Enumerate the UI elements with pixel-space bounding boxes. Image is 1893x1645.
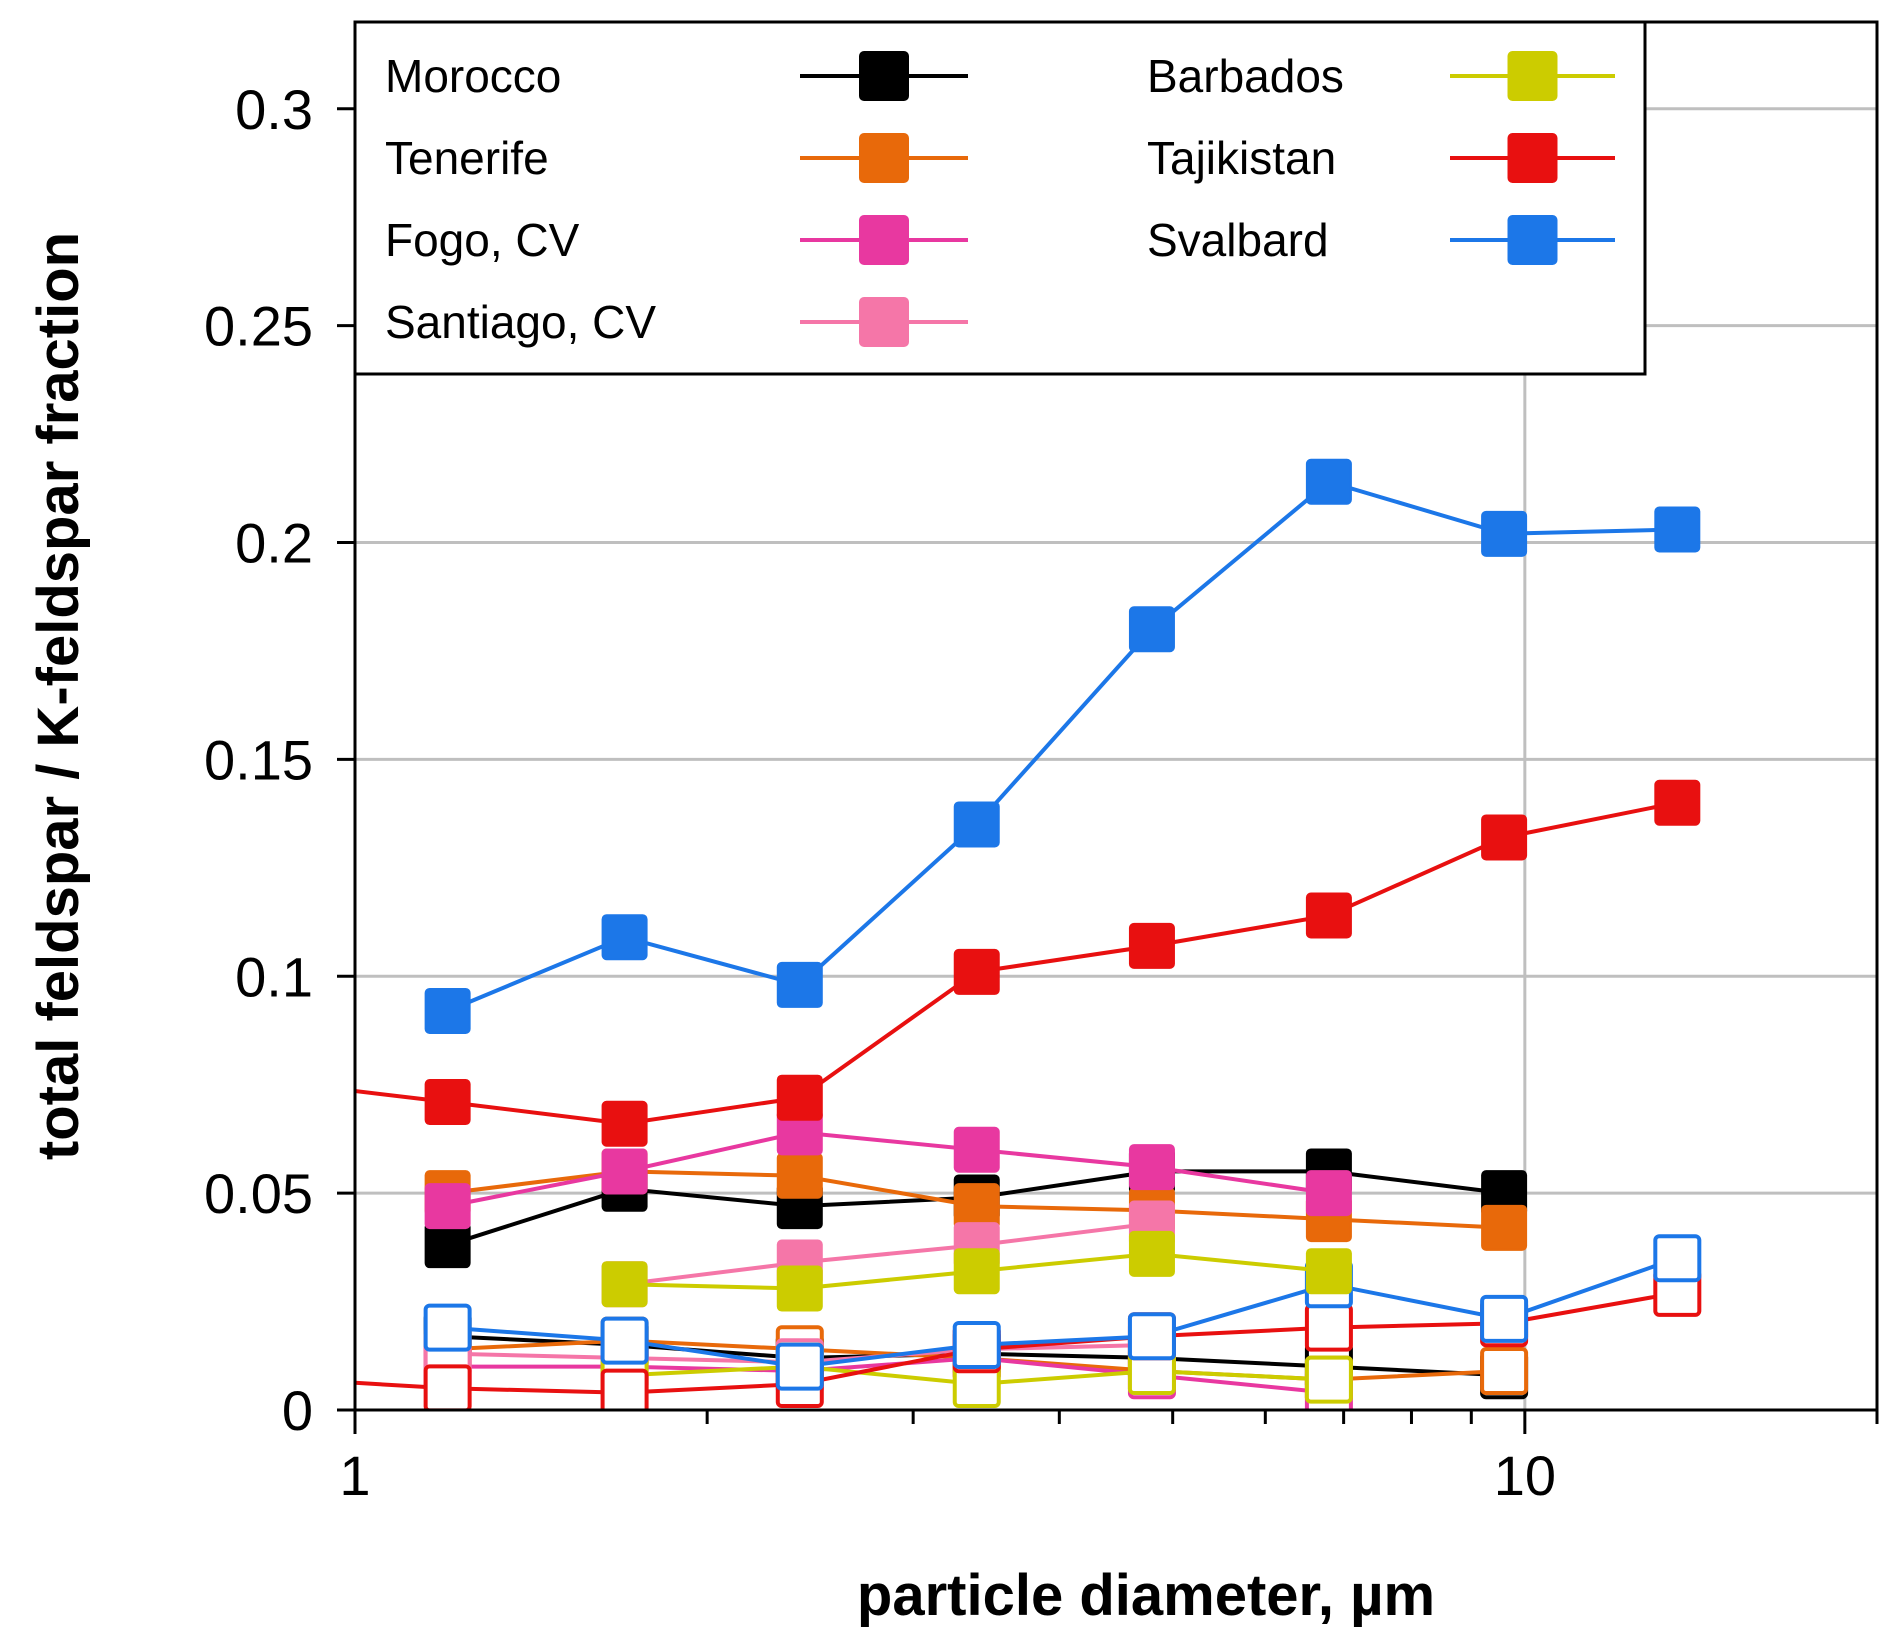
data-point bbox=[1481, 510, 1528, 557]
data-point-open bbox=[600, 1368, 649, 1410]
data-point-open bbox=[1653, 1234, 1702, 1283]
data-point bbox=[424, 1222, 471, 1269]
data-point bbox=[424, 1079, 471, 1126]
legend-label: Tenerife bbox=[385, 132, 549, 184]
data-point bbox=[776, 1265, 823, 1312]
legend-item: Morocco bbox=[385, 50, 968, 102]
legend-label: Svalbard bbox=[1147, 214, 1329, 266]
y-tick-label: 0.2 bbox=[235, 512, 313, 575]
data-point-open bbox=[1480, 1294, 1529, 1343]
data-point bbox=[1128, 1144, 1175, 1191]
total-series-4 bbox=[601, 1230, 1352, 1312]
legend-item: Barbados bbox=[1147, 50, 1615, 102]
data-point bbox=[953, 1183, 1000, 1230]
data-point bbox=[1481, 1204, 1528, 1251]
data-point bbox=[1128, 1230, 1175, 1277]
y-tick-label: 0 bbox=[282, 1379, 313, 1442]
data-point bbox=[601, 1100, 648, 1147]
legend-item: Tajikistan bbox=[1147, 132, 1615, 184]
total-series-5 bbox=[279, 779, 1701, 1147]
series-line bbox=[446, 479, 1678, 1013]
data-point bbox=[601, 1148, 648, 1195]
data-point bbox=[953, 1126, 1000, 1173]
x-tick-label: 10 bbox=[1494, 1444, 1556, 1507]
legend-marker bbox=[1507, 133, 1558, 183]
axes: 0 0.05 0.1 0.15 0.2 0.25 0.3 1 10 bbox=[204, 78, 1879, 1507]
legend-marker bbox=[1507, 51, 1558, 101]
series-layer bbox=[279, 458, 1702, 1410]
legend: Morocco Tenerife Fogo, CV Santiago, CV Barba… bbox=[353, 20, 1647, 376]
data-point bbox=[776, 1152, 823, 1199]
legend-item: Santiago, CV bbox=[385, 296, 968, 348]
total-series-6 bbox=[424, 458, 1701, 1034]
legend-marker bbox=[859, 133, 909, 183]
data-point bbox=[1654, 779, 1701, 826]
x-axis-title: particle diameter, µm bbox=[857, 1563, 1435, 1628]
legend-label: Morocco bbox=[385, 50, 561, 102]
legend-item: Svalbard bbox=[1147, 214, 1615, 266]
data-point bbox=[1481, 814, 1528, 861]
data-point bbox=[953, 948, 1000, 995]
data-point-open bbox=[1304, 1303, 1353, 1352]
data-point bbox=[1305, 1170, 1352, 1217]
data-point-open bbox=[600, 1316, 649, 1365]
legend-marker bbox=[859, 297, 909, 347]
legend-label: Barbados bbox=[1147, 50, 1344, 102]
data-point bbox=[279, 1063, 323, 1107]
data-point-open bbox=[775, 1342, 824, 1391]
y-axis-title: total feldspar / K-feldspar fraction bbox=[26, 232, 91, 1160]
legend-marker bbox=[859, 51, 909, 101]
data-point-open bbox=[1304, 1355, 1353, 1404]
data-point bbox=[424, 987, 471, 1034]
legend-marker bbox=[1507, 215, 1558, 265]
data-point-open bbox=[423, 1364, 472, 1410]
data-point bbox=[601, 914, 648, 961]
data-point bbox=[1128, 606, 1175, 653]
data-point-open bbox=[423, 1303, 472, 1352]
data-point bbox=[1305, 458, 1352, 505]
series-line bbox=[447, 1130, 1330, 1209]
data-point bbox=[1305, 892, 1352, 939]
data-point bbox=[424, 1183, 471, 1230]
data-point-open bbox=[1127, 1312, 1176, 1361]
legend-box bbox=[353, 20, 1647, 376]
data-point-open bbox=[952, 1320, 1001, 1369]
data-point bbox=[776, 961, 823, 1008]
series-line bbox=[447, 1355, 1330, 1395]
data-point bbox=[1128, 922, 1175, 969]
legend-label: Tajikistan bbox=[1147, 132, 1336, 184]
x-tick-label: 1 bbox=[339, 1444, 370, 1507]
data-point bbox=[953, 1248, 1000, 1295]
data-point bbox=[953, 801, 1000, 848]
total-series-3 bbox=[601, 1200, 1175, 1308]
series-line bbox=[447, 1256, 1678, 1369]
total-series-2 bbox=[424, 1109, 1352, 1230]
series-line bbox=[624, 1221, 1153, 1287]
legend-item: Tenerife bbox=[385, 132, 968, 184]
y-tick-label: 0.25 bbox=[204, 295, 313, 358]
data-point bbox=[776, 1074, 823, 1121]
legend-label: Fogo, CV bbox=[385, 214, 580, 266]
y-tick-label: 0.1 bbox=[235, 945, 313, 1008]
data-point bbox=[601, 1261, 648, 1308]
y-tick-label: 0.05 bbox=[204, 1162, 313, 1225]
y-tick-label: 0.3 bbox=[235, 78, 313, 141]
data-point-open bbox=[1480, 1346, 1529, 1395]
legend-marker bbox=[859, 215, 909, 265]
data-point bbox=[1305, 1248, 1352, 1295]
legend-label: Santiago, CV bbox=[385, 296, 656, 348]
legend-item: Fogo, CV bbox=[385, 214, 968, 266]
y-tick-label: 0.15 bbox=[204, 728, 313, 791]
data-point bbox=[1654, 506, 1701, 553]
